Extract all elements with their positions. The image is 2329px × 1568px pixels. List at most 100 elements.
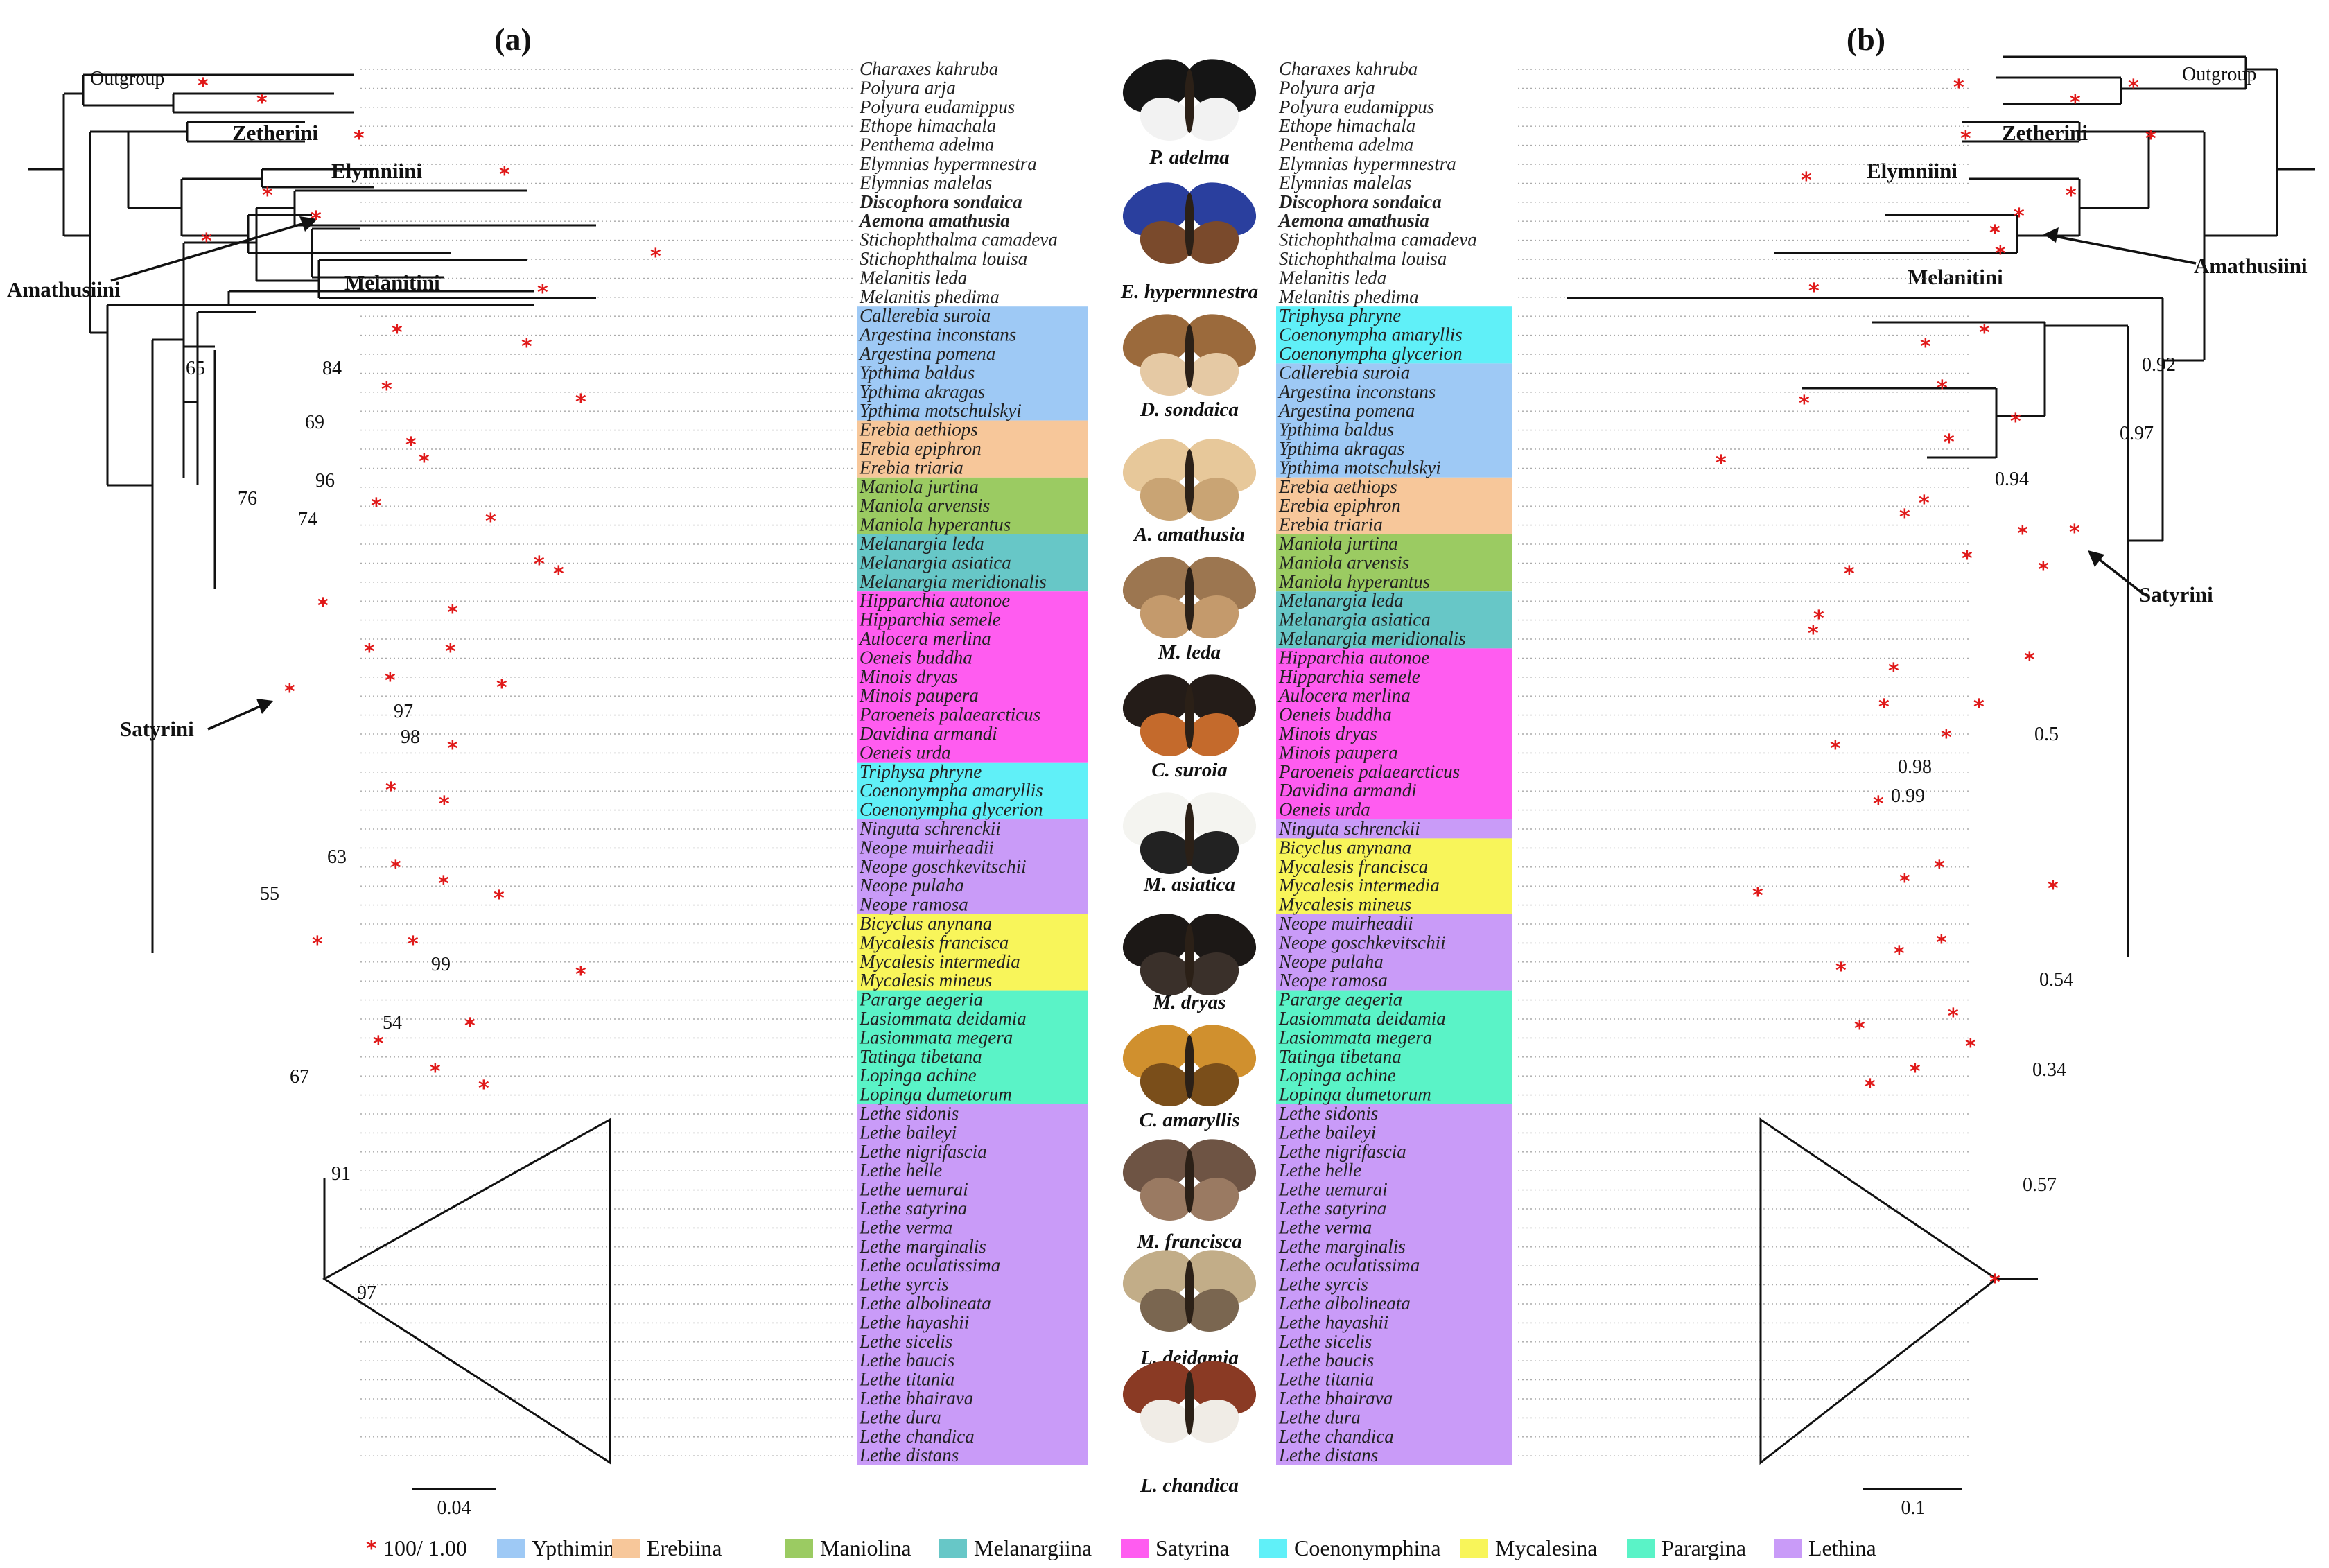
support-star-icon: *: [1808, 279, 1820, 304]
posterior-0.54: 0.54: [2039, 969, 2073, 991]
collapsed-lethe-left: [322, 1117, 611, 1465]
support-star-icon: *: [2145, 127, 2156, 151]
support-star-icon: *: [1989, 221, 2000, 245]
band-parargina: [857, 990, 1088, 1104]
support-star-icon: *: [2024, 648, 2035, 672]
taxon-label: Penthema adelma: [1278, 134, 1413, 155]
taxon-label: Lethe nigrifascia: [859, 1141, 987, 1162]
support-star-icon: *: [2017, 522, 2028, 546]
support-star-icon: *: [1865, 1075, 1876, 1099]
taxon-label: Erebia triaria: [1278, 514, 1383, 535]
taxon-label: Polyura eudamippus: [1278, 96, 1434, 117]
panel-label-a: (a): [494, 21, 532, 57]
butterfly-label: L. chandica: [1140, 1474, 1239, 1497]
posterior-0.34: 0.34: [2032, 1059, 2066, 1081]
bootstrap-65: 65: [186, 358, 205, 379]
support-star-icon: *: [485, 509, 496, 534]
taxon-label: Melanitis phedima: [859, 286, 1000, 307]
support-star-icon: *: [1878, 695, 1890, 720]
support-star-icon: *: [2070, 91, 2081, 115]
taxon-label: Ninguta schrenckii: [1278, 818, 1420, 839]
taxon-label: Minois paupera: [1278, 742, 1398, 763]
support-star-icon: *: [1844, 562, 1855, 586]
taxon-label: Lethe oculatissima: [859, 1255, 1000, 1275]
bootstrap-97-lethe: 97: [357, 1282, 376, 1304]
taxon-label: Lethe distans: [1278, 1445, 1378, 1465]
support-star-icon: *: [478, 1077, 489, 1101]
taxon-label: Bicyclus anynana: [860, 913, 992, 934]
arrow-satyrini-right: [2088, 550, 2143, 594]
taxon-label: Mycalesis francisca: [859, 932, 1009, 952]
band-ypthimina: [1276, 363, 1512, 478]
bootstrap-99: 99: [431, 954, 451, 975]
taxon-label: Lopinga achine: [859, 1065, 977, 1086]
taxon-label: Melanargia asiatica: [1278, 609, 1431, 630]
taxon-label: Lethe uemurai: [859, 1179, 968, 1200]
taxon-label: Lasiommata megera: [1278, 1027, 1432, 1047]
taxon-label: Argestina inconstans: [1277, 381, 1436, 402]
taxon-label: Lethe marginalis: [859, 1236, 986, 1257]
support-star-icon: *: [553, 562, 564, 586]
taxon-label: Lopinga dumetorum: [859, 1084, 1012, 1105]
taxon-label: Aulocera merlina: [858, 628, 991, 649]
taxon-label: Lethe satyrina: [859, 1198, 967, 1219]
outgroup-label-right: Outgroup: [2182, 64, 2256, 85]
taxon-label: Triphysa phryne: [1279, 305, 1401, 326]
scale-bar-right: 0.1: [1863, 1488, 1962, 1519]
taxon-label: Lethe hayashii: [859, 1312, 969, 1332]
taxon-label: Lethe marginalis: [1278, 1236, 1406, 1257]
taxon-label: Coenonympha glycerion: [1279, 343, 1463, 364]
posterior-0.57: 0.57: [2023, 1174, 2057, 1196]
legend-item-label: Melanargiina: [974, 1535, 1092, 1560]
legend-swatch: [497, 1539, 525, 1558]
bootstrap-91: 91: [331, 1163, 351, 1185]
band-coenonymphina: [1276, 306, 1512, 364]
taxon-label: Pararge aegeria: [1278, 989, 1402, 1010]
tree-right: [1567, 55, 2315, 957]
butterfly-illustration: [1122, 1361, 1257, 1443]
clade-elymniini-left: Elymniini: [331, 159, 422, 183]
taxon-label: Neope ramosa: [1278, 970, 1388, 991]
support-star-icon: *: [381, 378, 392, 402]
band-satyrina: [1276, 648, 1512, 819]
support-star-icon: *: [1799, 392, 1810, 416]
bootstrap-74: 74: [298, 509, 317, 530]
taxon-label: Ypthima akragas: [860, 381, 985, 402]
butterfly-label: C. amaryllis: [1139, 1109, 1239, 1131]
butterfly-label: M. leda: [1158, 641, 1221, 663]
taxon-label: Minois dryas: [859, 666, 958, 687]
taxon-label: Mycalesis mineus: [1278, 894, 1411, 915]
taxon-label: Erebia epiphron: [859, 438, 982, 459]
bootstrap-69: 69: [305, 412, 324, 433]
subtribe-bands-left: [857, 306, 1088, 1465]
taxon-label: Elymnias malelas: [1278, 172, 1411, 193]
taxon-label: Neope goschkevitschii: [1278, 932, 1446, 952]
support-star-icon: *: [198, 74, 209, 98]
taxon-label: Elymnias hypermnestra: [859, 153, 1037, 174]
taxon-label: Maniola hyperantus: [1278, 571, 1430, 592]
taxon-label: Hipparchia autonoe: [1278, 647, 1429, 668]
taxon-label: Melanargia asiatica: [859, 552, 1011, 573]
posterior-0.94: 0.94: [1995, 469, 2029, 490]
taxon-label: Maniola jurtina: [859, 476, 979, 497]
butterfly-illustration: [1122, 792, 1257, 875]
band-parargina: [1276, 990, 1512, 1104]
support-star-icon: *: [419, 450, 430, 474]
taxon-label: Argestina inconstans: [858, 324, 1016, 345]
support-star-icon: *: [2069, 521, 2080, 545]
scale-bar-left: 0.04: [412, 1488, 496, 1519]
taxon-label: Lethe sidonis: [1278, 1103, 1378, 1124]
taxon-label: Bicyclus anynana: [1279, 837, 1411, 857]
butterfly-illustration: [1122, 1139, 1257, 1221]
taxon-label: Lasiommata deidamia: [1278, 1008, 1446, 1029]
subtribe-bands-right: [1276, 306, 1512, 1465]
legend-swatch: [785, 1539, 813, 1558]
outgroup-label-left: Outgroup: [90, 68, 164, 89]
taxon-label: Triphysa phryne: [860, 761, 982, 782]
support-star-icon: *: [405, 433, 417, 458]
taxon-label: Lethe baucis: [859, 1350, 954, 1370]
clade-melanitini-right: Melanitini: [1908, 265, 2003, 289]
support-star-icon: *: [1948, 1004, 1959, 1029]
